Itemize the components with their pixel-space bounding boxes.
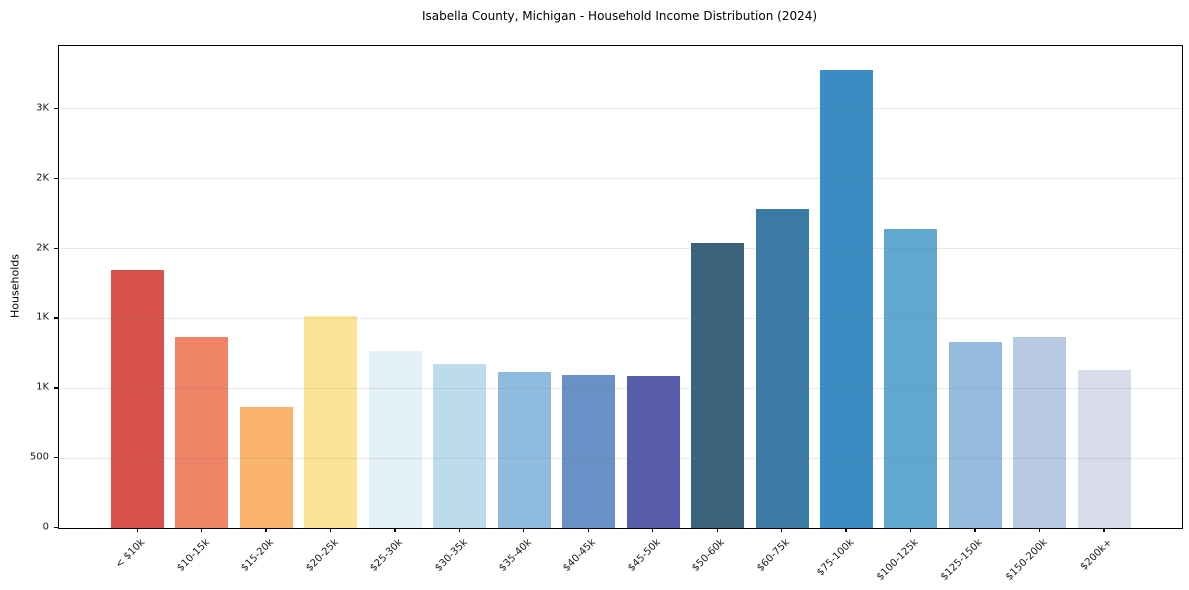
y-tick-mark [54,177,58,180]
x-tick-label: < $10k [113,537,148,571]
x-tick-label: $50-60k [690,537,728,574]
y-tick-label: 3K [36,102,49,114]
bar-20-25k [304,315,358,528]
x-tick-mark [587,528,589,532]
y-tick-label: 1K [36,311,49,323]
x-tick-mark [200,528,203,532]
x-tick-mark [845,528,847,532]
x-tick-mark [523,528,525,532]
x-tick-label: $10-15k [174,537,212,574]
bar-50-60k [691,243,745,528]
y-tick-mark [54,387,58,389]
gridline [59,248,1182,250]
x-tick-mark [1103,528,1105,532]
bar-35-40k [497,372,551,528]
y-tick-label: 2K [36,172,49,184]
y-tick-label: 2K [36,242,49,254]
x-tick-label: $100-125k [874,537,921,583]
bar-30-35k [433,363,487,528]
y-tick-label: 1K [36,381,49,393]
bar-150-200k [1013,336,1067,528]
y-tick-label: 500 [29,451,49,463]
gridline [59,387,1182,389]
x-tick-mark [652,528,654,532]
x-tick-label: $60-75k [754,537,792,574]
y-tick-label: 0 [42,521,49,533]
x-tick-label: $15-20k [239,537,277,574]
gridline [59,108,1182,110]
x-tick-label: $45-50k [625,537,663,574]
x-tick-mark [1038,528,1041,532]
bar-100-125k [884,229,938,528]
x-tick-mark [974,528,976,532]
bar-10k [111,269,164,528]
y-tick-mark [54,247,58,249]
x-tick-mark [716,528,718,532]
chart-title: Isabella County, Michigan - Household In… [421,9,818,23]
x-tick-mark [781,528,783,532]
x-tick-mark [458,528,461,532]
gridline [59,178,1182,180]
bar-10-15k [175,336,229,528]
bar-40-45k [562,375,616,528]
x-tick-mark [265,528,267,532]
x-tick-label: $30-35k [432,537,470,574]
y-tick-mark [54,527,58,529]
bar-200k [1077,370,1131,528]
bar-45-50k [626,376,680,528]
x-tick-label: $150-200k [1003,537,1050,583]
x-tick-label: $75-100k [814,537,857,579]
x-tick-mark [136,528,138,532]
bar-60-75k [755,208,809,528]
y-tick-mark [54,457,58,459]
plot-area [58,45,1183,529]
x-tick-label: $200k+ [1078,537,1115,573]
x-tick-label: $40-45k [561,537,599,574]
x-tick-mark [329,528,332,532]
bar-25-30k [368,351,422,528]
bar-75-100k [819,69,873,528]
gridline [59,317,1182,319]
x-tick-label: $20-25k [303,537,341,574]
y-axis-label: Households [8,254,22,318]
bar-15-20k [239,407,293,528]
y-tick-mark [54,107,58,110]
x-tick-label: $25-30k [368,537,406,574]
y-tick-mark [54,317,58,319]
x-tick-mark [394,528,396,532]
gridline [59,457,1182,459]
x-tick-label: $125-150k [939,537,986,583]
x-tick-label: $35-40k [497,537,534,574]
bar-125-150k [948,342,1002,528]
x-tick-mark [909,528,912,532]
